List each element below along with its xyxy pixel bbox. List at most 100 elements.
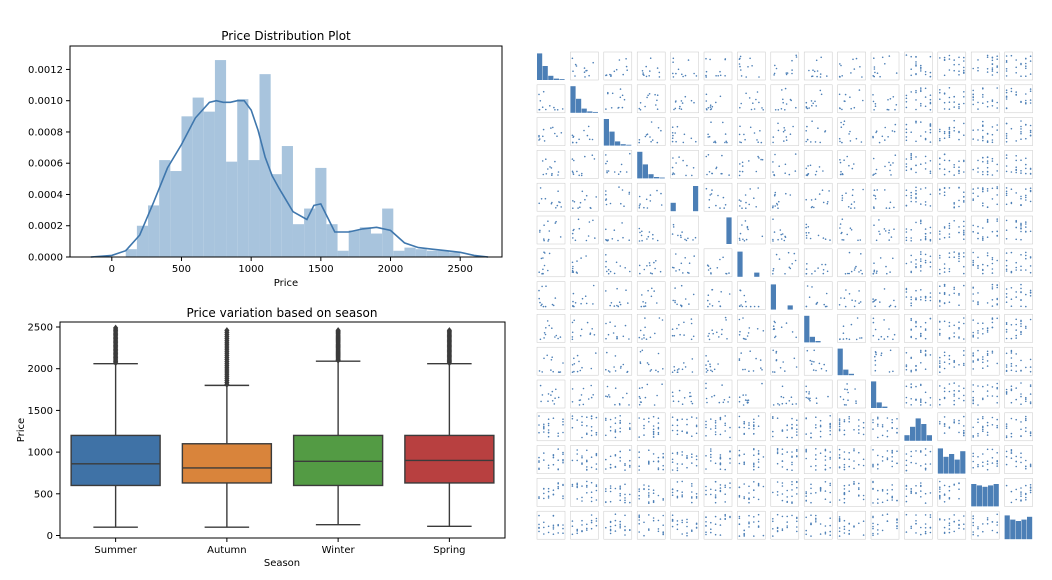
pair-point — [815, 514, 817, 517]
pair-point — [1029, 431, 1032, 433]
pair-point — [905, 469, 908, 472]
pair-point — [1029, 289, 1032, 292]
pair-point — [708, 171, 711, 173]
pair-point — [581, 172, 583, 175]
pair-point — [638, 531, 640, 533]
pair-cell — [804, 315, 821, 343]
pair-point — [924, 469, 927, 471]
pair-point — [986, 523, 989, 525]
pair-point — [953, 292, 955, 295]
pair-point — [791, 72, 793, 75]
pair-point — [629, 427, 631, 429]
pair-point — [943, 191, 946, 193]
pair-point — [819, 76, 822, 78]
pair-point — [662, 498, 664, 500]
pair-cell — [770, 510, 800, 540]
pair-cell — [1004, 248, 1033, 278]
pair-cell — [803, 379, 833, 409]
pair-point — [986, 421, 989, 424]
pair-point — [538, 456, 540, 459]
pair-point — [690, 99, 693, 102]
pair-point — [756, 91, 759, 93]
pair-point — [572, 304, 574, 307]
pair-point — [552, 515, 555, 517]
pair-point — [1015, 296, 1017, 298]
pair-point — [595, 517, 598, 520]
pair-point — [810, 363, 813, 365]
pair-point — [791, 501, 793, 503]
pair-point — [585, 302, 588, 305]
pair-cell-frame — [570, 248, 599, 278]
pair-point — [879, 75, 881, 78]
pair-cell-frame — [770, 314, 800, 343]
pair-cell — [737, 510, 766, 540]
pair-point — [1015, 370, 1017, 373]
pair-point — [821, 189, 824, 191]
pair-point — [905, 531, 908, 533]
pair-cell-frame — [803, 510, 833, 540]
pair-point — [879, 233, 881, 235]
pair-point — [745, 394, 747, 396]
pair-point — [905, 459, 908, 462]
pair-point — [805, 226, 807, 229]
pair-point — [607, 268, 610, 271]
pair-point — [948, 427, 951, 429]
pair-point — [858, 419, 860, 421]
pair-point — [573, 159, 575, 162]
pair-point — [881, 434, 884, 437]
pair-point — [707, 133, 709, 136]
pair-point — [963, 272, 965, 275]
pair-point — [560, 206, 562, 208]
pair-point — [843, 420, 846, 423]
pair-point — [853, 525, 855, 527]
pair-point — [690, 322, 693, 325]
pair-point — [910, 491, 912, 493]
pair-point — [858, 425, 860, 427]
pair-point — [991, 141, 994, 144]
pair-point — [996, 230, 998, 233]
pair-point — [738, 454, 741, 457]
pair-point — [784, 236, 787, 238]
pair-cell-frame — [904, 478, 933, 507]
pair-point — [826, 75, 828, 77]
pair-point — [843, 451, 846, 453]
pair-point — [643, 206, 645, 209]
pair-point — [991, 174, 994, 176]
histogram-bars — [125, 60, 461, 258]
box-winter — [292, 327, 384, 526]
pair-point — [571, 338, 574, 341]
pair-point — [878, 141, 881, 144]
pair-point — [710, 369, 712, 372]
pair-point — [986, 431, 989, 434]
pair-point — [886, 520, 889, 522]
pair-point — [888, 305, 891, 308]
pair-point — [943, 532, 946, 534]
pair-point — [943, 494, 946, 496]
pair-point — [551, 201, 553, 204]
pair-point — [845, 337, 848, 340]
pair-cell-frame — [703, 478, 733, 507]
pair-point — [619, 487, 621, 489]
pair-point — [986, 352, 989, 355]
pair-point — [606, 270, 608, 273]
pair-point — [672, 57, 675, 60]
pair-cell-frame — [703, 182, 733, 212]
pair-cell — [536, 215, 566, 245]
pair-point — [738, 449, 741, 452]
pair-point — [982, 385, 984, 388]
pair-point — [605, 190, 607, 192]
pair-cell-frame — [603, 281, 633, 310]
pair-point — [622, 396, 624, 399]
pair-cell-frame — [636, 478, 666, 507]
pair-point — [943, 153, 946, 155]
pair-cell — [536, 314, 566, 343]
pair-point — [720, 291, 722, 293]
pair-point — [740, 141, 742, 144]
pair-point — [560, 132, 563, 134]
pair-cell — [803, 412, 833, 442]
pair-point — [1020, 222, 1022, 225]
pair-point — [843, 433, 846, 436]
pair-point — [848, 133, 850, 135]
pair-cell-frame — [937, 379, 967, 409]
pair-point — [541, 160, 544, 162]
